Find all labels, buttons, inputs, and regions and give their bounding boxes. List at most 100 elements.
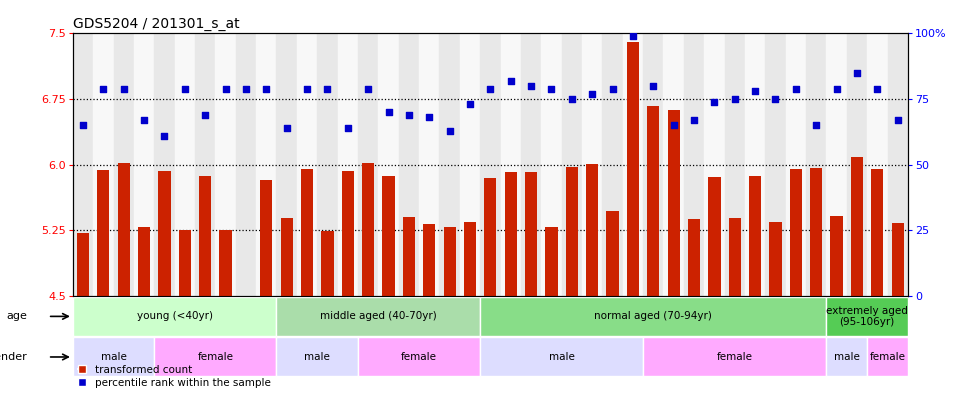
Bar bbox=[277, 33, 297, 296]
Bar bbox=[423, 224, 435, 296]
Bar bbox=[627, 42, 639, 296]
Bar bbox=[643, 338, 826, 376]
Point bbox=[258, 85, 274, 92]
Text: extremely aged
(95-106yr): extremely aged (95-106yr) bbox=[826, 306, 908, 327]
Point bbox=[401, 112, 417, 118]
Bar bbox=[481, 338, 643, 376]
Point bbox=[197, 112, 213, 118]
Point bbox=[340, 125, 355, 131]
Bar bbox=[342, 171, 353, 296]
Point bbox=[564, 96, 580, 102]
Point bbox=[585, 91, 600, 97]
Point bbox=[870, 85, 886, 92]
Point bbox=[156, 133, 172, 139]
Bar bbox=[216, 33, 236, 296]
Legend: transformed count, percentile rank within the sample: transformed count, percentile rank withi… bbox=[78, 365, 271, 388]
Text: normal aged (70-94yr): normal aged (70-94yr) bbox=[594, 311, 713, 321]
Bar bbox=[810, 168, 822, 296]
Text: GDS5204 / 201301_s_at: GDS5204 / 201301_s_at bbox=[73, 17, 240, 31]
Point bbox=[625, 33, 641, 39]
Bar bbox=[236, 33, 256, 296]
Bar bbox=[77, 233, 89, 296]
Bar bbox=[667, 110, 680, 296]
Bar bbox=[765, 33, 786, 296]
Bar bbox=[643, 33, 663, 296]
Bar bbox=[789, 169, 802, 296]
Bar bbox=[684, 33, 704, 296]
Point bbox=[809, 122, 824, 129]
Bar bbox=[602, 33, 622, 296]
Text: male: male bbox=[834, 352, 859, 362]
Text: female: female bbox=[869, 352, 906, 362]
Point bbox=[605, 85, 620, 92]
Point bbox=[646, 83, 661, 89]
Bar bbox=[648, 106, 659, 296]
Bar bbox=[847, 33, 867, 296]
Bar bbox=[546, 227, 557, 296]
Point bbox=[116, 85, 131, 92]
Point bbox=[360, 85, 376, 92]
Bar bbox=[728, 218, 741, 296]
Text: female: female bbox=[401, 352, 437, 362]
Text: middle aged (40-70yr): middle aged (40-70yr) bbox=[320, 311, 437, 321]
Bar bbox=[749, 176, 761, 296]
Bar bbox=[891, 222, 904, 296]
Bar bbox=[708, 177, 720, 296]
Bar bbox=[154, 338, 277, 376]
Bar bbox=[607, 211, 619, 296]
Bar bbox=[541, 33, 561, 296]
Text: female: female bbox=[197, 352, 233, 362]
Point bbox=[299, 85, 315, 92]
Text: female: female bbox=[717, 352, 753, 362]
Bar bbox=[179, 230, 191, 296]
Bar bbox=[338, 33, 358, 296]
Text: male: male bbox=[101, 352, 126, 362]
Point bbox=[788, 85, 804, 92]
Point bbox=[544, 85, 559, 92]
Bar bbox=[830, 215, 843, 296]
Bar bbox=[321, 231, 333, 296]
Point bbox=[503, 77, 519, 84]
Bar bbox=[460, 33, 481, 296]
Bar bbox=[403, 217, 415, 296]
Bar bbox=[786, 33, 806, 296]
Point bbox=[523, 83, 539, 89]
Bar bbox=[622, 33, 643, 296]
Point bbox=[95, 85, 111, 92]
Text: male: male bbox=[549, 352, 575, 362]
Bar bbox=[826, 33, 847, 296]
Bar bbox=[240, 296, 252, 322]
Point bbox=[279, 125, 294, 131]
Point bbox=[483, 85, 498, 92]
Point bbox=[136, 117, 151, 123]
Bar bbox=[277, 297, 481, 336]
Bar bbox=[281, 218, 293, 296]
Point bbox=[707, 99, 722, 105]
Bar bbox=[362, 163, 374, 296]
Bar bbox=[73, 297, 277, 336]
Bar bbox=[399, 33, 419, 296]
Bar bbox=[93, 33, 114, 296]
Bar bbox=[481, 33, 500, 296]
Bar bbox=[256, 33, 277, 296]
Bar bbox=[73, 338, 154, 376]
Bar bbox=[566, 167, 578, 296]
Bar bbox=[297, 33, 318, 296]
Bar bbox=[745, 33, 765, 296]
Bar bbox=[826, 338, 867, 376]
Bar bbox=[175, 33, 195, 296]
Text: age: age bbox=[6, 311, 27, 321]
Bar bbox=[358, 33, 379, 296]
Point bbox=[218, 85, 233, 92]
Bar bbox=[318, 33, 338, 296]
Point bbox=[890, 117, 906, 123]
Bar bbox=[464, 222, 476, 296]
Point bbox=[748, 88, 763, 94]
Point bbox=[666, 122, 682, 129]
Bar bbox=[73, 33, 93, 296]
Point bbox=[238, 85, 253, 92]
Bar bbox=[383, 176, 394, 296]
Bar bbox=[663, 33, 684, 296]
Bar bbox=[851, 157, 863, 296]
Point bbox=[75, 122, 90, 129]
